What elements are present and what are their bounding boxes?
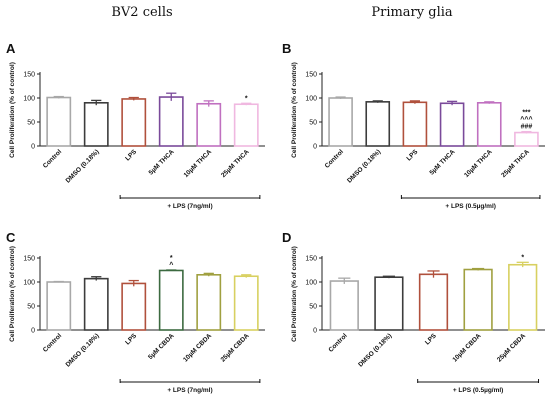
significance-line: *: [245, 95, 248, 102]
y-tick-label: 100: [305, 280, 317, 287]
significance-line: ^^^: [520, 116, 532, 124]
significance-label: * ^: [169, 255, 173, 269]
bar: [121, 282, 147, 331]
bar: [233, 103, 259, 147]
x-tick-label: LPS: [124, 332, 138, 346]
y-tick-label: 150: [23, 256, 35, 263]
y-axis-label: Cell Proliferation (% of control): [291, 246, 298, 342]
bar: [463, 268, 493, 331]
bar: [233, 275, 259, 331]
significance-line: *: [521, 254, 524, 261]
bar: [196, 102, 222, 147]
significance-line: ###: [521, 124, 533, 131]
y-axis-label: Cell Proliferation (% of control): [9, 62, 16, 158]
bar: [196, 273, 222, 331]
bar: [83, 102, 109, 147]
panel-letter: D: [282, 230, 291, 245]
bar: [418, 273, 449, 331]
y-tick-label: 100: [23, 96, 35, 103]
x-tick-label: Control: [327, 332, 348, 353]
column-title-bv2: BV2 cells: [111, 5, 172, 20]
bar: [514, 131, 539, 147]
x-tick-label: DMSO (0.18%): [357, 332, 393, 368]
y-tick-label: 0: [31, 328, 35, 335]
panel-letter: A: [6, 41, 16, 56]
bar: [374, 276, 404, 331]
x-tick-label: 25µM THCA: [500, 148, 531, 179]
bar: [46, 281, 72, 331]
x-tick-label: Control: [324, 148, 345, 169]
y-tick-label: 100: [23, 280, 35, 287]
group-label: + LPS (0.5µg/ml): [453, 387, 504, 394]
y-tick-label: 150: [305, 256, 317, 263]
x-tick-label: DMSO (0.18%): [346, 148, 382, 184]
chart-panel-a: A Cell Proliferation (% of control) 0 50 100…: [6, 41, 265, 210]
y-tick-label: 0: [313, 328, 317, 335]
bar: [476, 102, 502, 147]
significance-line: ^: [169, 261, 173, 269]
y-tick-label: 0: [31, 144, 35, 151]
x-tick-label: 5µM CBDA: [147, 332, 176, 361]
bar: [158, 96, 184, 147]
x-tick-label: 10µM CBDA: [182, 332, 213, 363]
x-tick-label: 10µM THCA: [183, 148, 214, 179]
x-tick-label: 25µM CBDA: [496, 332, 527, 363]
x-tick-label: 5µM THCA: [148, 148, 176, 176]
panel-letter: B: [282, 41, 291, 56]
x-tick-label: 25µM THCA: [220, 148, 251, 179]
bar: [365, 101, 391, 147]
bar: [46, 96, 72, 147]
x-tick-label: LPS: [424, 332, 438, 346]
bar: [121, 98, 147, 147]
group-label: + LPS (7ng/ml): [167, 387, 212, 394]
y-tick-label: 50: [309, 304, 317, 311]
x-tick-label: 25µM CBDA: [220, 332, 251, 363]
x-tick-label: Control: [42, 332, 63, 353]
panel-letter: C: [6, 230, 16, 245]
bar: [402, 101, 428, 147]
group-label: + LPS (7ng/ml): [167, 203, 212, 210]
x-tick-label: 5µM THCA: [428, 148, 456, 176]
column-title-primary-glia: Primary glia: [371, 5, 453, 20]
x-tick-label: DMSO (0.18%): [65, 332, 101, 368]
y-tick-label: 100: [305, 96, 317, 103]
y-tick-label: 150: [305, 72, 317, 79]
x-tick-label: LPS: [124, 148, 138, 162]
significance-label: *** ^^^ ###: [520, 110, 532, 131]
bar: [83, 277, 109, 331]
y-tick-label: 50: [27, 304, 35, 311]
bar: [508, 263, 538, 331]
significance-label: *: [521, 254, 524, 261]
x-tick-label: DMSO (0.18%): [65, 148, 101, 184]
bar: [328, 97, 353, 147]
x-tick-label: 10µM CBDA: [451, 332, 482, 363]
significance-line: *: [170, 255, 173, 262]
y-tick-label: 50: [27, 120, 35, 127]
y-tick-label: 50: [309, 120, 317, 127]
panels-container: A Cell Proliferation (% of control) 0 50 100…: [6, 41, 545, 394]
y-tick-label: 0: [313, 144, 317, 151]
bar: [158, 269, 184, 331]
bar: [439, 102, 465, 147]
significance-label: *: [245, 95, 248, 102]
bar: [329, 280, 359, 331]
y-axis-label: Cell Proliferation (% of control): [291, 62, 298, 158]
x-tick-label: 10µM THCA: [463, 148, 494, 179]
x-tick-label: LPS: [405, 148, 419, 162]
significance-line: ***: [522, 110, 530, 117]
group-label: + LPS (0.5µg/ml): [445, 203, 496, 210]
x-tick-label: Control: [42, 148, 63, 169]
y-axis-label: Cell Proliferation (% of control): [9, 246, 16, 342]
y-tick-label: 150: [23, 72, 35, 79]
